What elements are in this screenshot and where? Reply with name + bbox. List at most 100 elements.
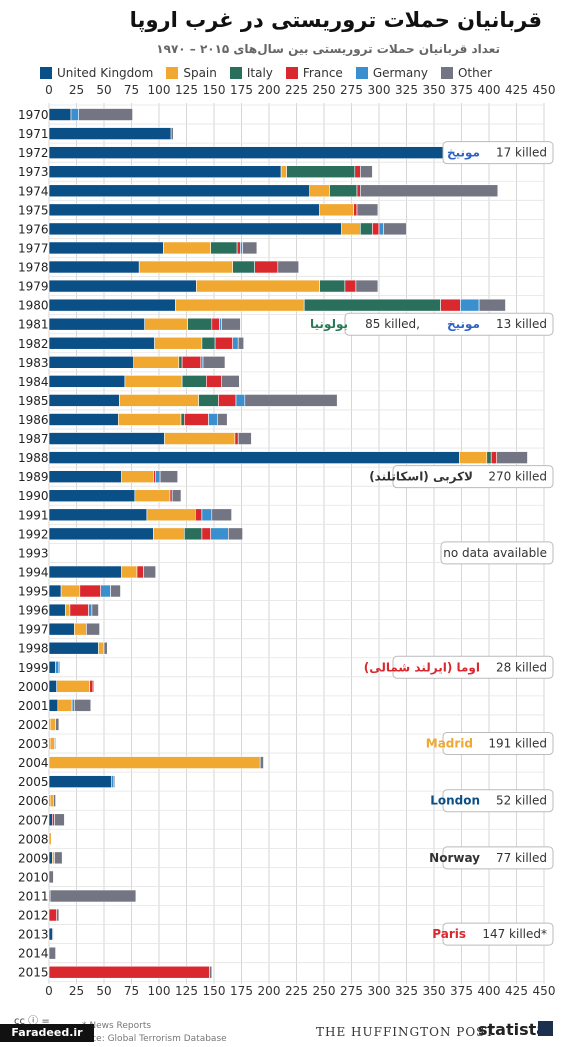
legend-item: Italy	[229, 66, 273, 80]
legend-label: Other	[457, 66, 493, 80]
chart-source: * News Reports urce: Global Terrorism Da…	[82, 1020, 227, 1046]
annotation-killed: 13 killed	[496, 317, 547, 331]
annotation: 191 killed Madrid	[426, 732, 554, 756]
bar-segment	[48, 317, 145, 331]
annotation: no data available	[440, 541, 554, 565]
annotation-box	[442, 846, 554, 870]
annotation-place: مونیخ	[447, 146, 480, 161]
bar-segment	[69, 603, 89, 617]
bar-segment	[48, 527, 154, 541]
bar-segment	[136, 565, 144, 579]
year-label: 2009	[18, 851, 49, 865]
x-tick-label-bottom: 400	[478, 984, 501, 998]
chart-subtitle: تعداد قربانیان حملات تروریستی بین سال‌ها…	[156, 42, 500, 56]
year-label: 2002	[18, 718, 49, 732]
year-label: 2005	[18, 775, 49, 789]
year-label: 1997	[18, 623, 49, 637]
bar-segment	[48, 622, 75, 636]
bar-segment	[51, 927, 54, 941]
bar-segment	[56, 908, 60, 922]
annotation-killed: 17 killed	[496, 146, 547, 160]
year-label: 1992	[18, 527, 49, 541]
bar-segment	[54, 737, 56, 750]
year-label: 1987	[18, 432, 49, 446]
annotation-place: بولونیا	[310, 317, 348, 332]
legend-label: France	[302, 66, 343, 80]
bar-segment	[48, 336, 155, 350]
bar-segment	[458, 451, 488, 464]
bar-segment	[121, 470, 154, 483]
legend-swatch	[40, 67, 52, 79]
bar-segment	[206, 375, 223, 388]
annotation-place: لاکربی (اسکاتلند)	[369, 470, 473, 484]
x-tick-label-top: 400	[478, 83, 501, 97]
annotation: 77 killed Norway	[429, 846, 554, 870]
bar-segment	[163, 241, 211, 255]
x-tick-label-bottom: 200	[258, 984, 281, 998]
huffington-logo: THE HUFFINGTON POST	[316, 1025, 495, 1039]
bar-segment	[309, 184, 330, 198]
bar-segment	[49, 737, 55, 750]
bar-segment	[79, 584, 102, 598]
year-label: 1986	[18, 413, 49, 427]
bar-segment	[184, 527, 203, 541]
year-label: 1979	[18, 280, 49, 294]
bar-segment	[48, 241, 164, 255]
bar-segment	[91, 603, 99, 617]
year-label: 2006	[18, 794, 49, 808]
bar-segment	[48, 641, 99, 655]
year-label: 2007	[18, 813, 49, 827]
bar-segment	[54, 813, 65, 827]
bar-segment	[53, 794, 56, 807]
bar-segment	[74, 622, 87, 636]
bar-segment	[56, 680, 91, 693]
bar-segment	[217, 413, 228, 426]
x-tick-label-top: 375	[450, 83, 473, 97]
bar-segment	[372, 222, 380, 236]
x-tick-label-top: 25	[69, 83, 84, 97]
brand-badge[interactable]: Faradeed.ir	[0, 1024, 94, 1042]
bar-segment	[195, 508, 203, 522]
annotation-killed: 52 killed	[496, 794, 547, 808]
x-tick-label-top: 150	[203, 83, 226, 97]
bar-segment	[201, 508, 213, 522]
bar-segment	[71, 699, 75, 712]
year-label: 2012	[18, 909, 49, 923]
statista-logo: statista	[478, 1020, 548, 1039]
bar-segment	[259, 756, 264, 769]
annotation: 17 killed مونیخ	[442, 141, 554, 165]
year-label: 2003	[18, 737, 49, 751]
bar-segment	[202, 356, 226, 369]
bar-segment	[440, 298, 461, 312]
legend-item: Germany	[355, 66, 428, 80]
year-label: 1990	[18, 489, 49, 503]
annotation-box	[392, 655, 554, 679]
bar-segment	[341, 222, 361, 236]
bar-segment	[48, 813, 53, 827]
legend-item: Other	[440, 66, 493, 80]
annotation-killed: 77 killed	[496, 851, 547, 865]
bar-segment	[164, 432, 236, 445]
bar-segment	[146, 508, 196, 522]
bar-segment	[48, 146, 457, 159]
year-label: 1991	[18, 508, 49, 522]
bar-segment	[486, 451, 492, 464]
year-label: 1993	[18, 546, 49, 560]
bar-segment	[208, 413, 218, 426]
legend-swatch	[440, 67, 453, 79]
bar-segment	[51, 851, 55, 865]
year-label: 1985	[18, 394, 49, 408]
legend-item: United Kingdom	[40, 66, 153, 80]
bar-segment	[48, 660, 56, 674]
x-tick-label-top: 50	[96, 83, 111, 97]
year-label: 1995	[18, 585, 49, 599]
bar-segment	[286, 165, 356, 179]
bar-segment	[181, 375, 207, 388]
annotation: 52 killed London	[430, 789, 554, 813]
bar-segment	[242, 241, 258, 255]
annotation-killed: 270 killed	[488, 470, 547, 484]
bar-segment	[48, 127, 172, 140]
bar-segment	[48, 260, 140, 274]
bar-segment	[383, 222, 407, 236]
